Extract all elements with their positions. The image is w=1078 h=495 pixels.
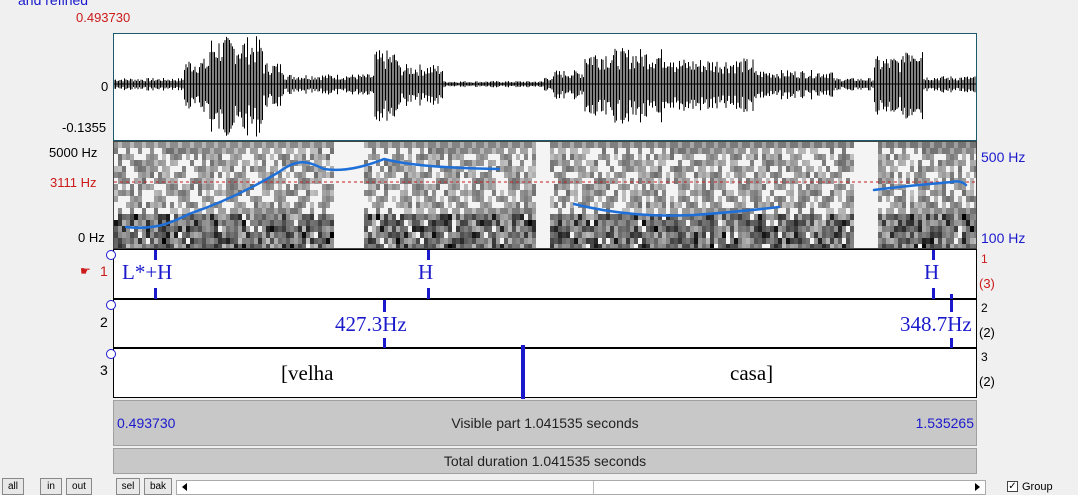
spectrogram-bottom-freq: 0 Hz [78, 230, 105, 245]
tier-1-boundary[interactable] [932, 250, 935, 260]
tier-1-boundary[interactable] [154, 250, 157, 260]
tier-2-circle-icon[interactable] [106, 300, 116, 310]
pitch-top-label: 500 Hz [981, 149, 1026, 165]
zoom-all-button[interactable]: all [2, 478, 24, 495]
tier-2-label: 427.3Hz [335, 312, 407, 336]
tier-2-right-count: (2) [979, 325, 995, 340]
tier-3-circle-icon[interactable] [106, 349, 116, 359]
tier-1-pointer-icon: ☛ [80, 264, 91, 278]
tier-2-right-number: 2 [981, 301, 988, 315]
tier-1-label: H [418, 260, 434, 284]
tier-1-boundary[interactable] [932, 288, 935, 300]
tier-1-number: 1 [100, 263, 108, 279]
tier-2[interactable]: 427.3Hz 348.7Hz [113, 299, 977, 349]
tier-2-number: 2 [100, 314, 108, 330]
tier-1-right-count: (3) [979, 276, 995, 291]
tier-3-right-number: 3 [981, 350, 988, 364]
zoom-out-button[interactable]: out [66, 478, 92, 495]
tier-1-boundary[interactable] [154, 288, 157, 300]
tier-1-boundary[interactable] [950, 294, 953, 300]
window-title-fragment: and refined [18, 0, 89, 8]
waveform-svg [114, 36, 976, 137]
visible-part-text: Visible part 1.041535 seconds [451, 415, 639, 431]
tier-3-label: casa] [730, 361, 774, 385]
pitch-bottom-label: 100 Hz [981, 230, 1026, 246]
tier-1-right-number: 1 [981, 252, 988, 266]
waveform-zero-label: 0 [101, 79, 109, 94]
waveform-panel[interactable] [113, 33, 977, 141]
visible-part-bar[interactable]: 0.493730 Visible part 1.041535 seconds 1… [113, 400, 977, 446]
spectrogram-svg [114, 142, 976, 248]
tier-3-right-count: (2) [979, 374, 995, 389]
tier-2-point[interactable] [950, 338, 953, 349]
spectrogram-cursor-freq: 3111 Hz [50, 175, 97, 190]
tier-1-boundary[interactable] [427, 288, 430, 300]
visible-end-time: 1.535265 [915, 415, 974, 431]
horizontal-scrollbar[interactable] [176, 480, 986, 495]
total-duration-text: Total duration 1.041535 seconds [443, 453, 647, 469]
cursor-time-label: 0.493730 [76, 10, 131, 25]
group-checkbox[interactable]: ✓ [1007, 481, 1018, 492]
tier-1-boundary[interactable] [427, 250, 430, 260]
group-label: Group [1022, 481, 1053, 493]
tier-2-label: 348.7Hz [900, 312, 972, 336]
tier-1-label: H [924, 260, 940, 284]
tier-3[interactable]: [velha casa] [113, 345, 977, 399]
total-duration-bar[interactable]: Total duration 1.041535 seconds [113, 448, 977, 474]
tier-2-point[interactable] [383, 300, 386, 312]
zoom-sel-button[interactable]: sel [116, 478, 140, 495]
spectrogram-top-freq: 5000 Hz [49, 145, 98, 160]
spectrogram-panel[interactable] [113, 141, 977, 249]
tier-3-label: [velha [281, 361, 334, 385]
scroll-thumb-divider [593, 481, 594, 494]
tier-2-point[interactable] [950, 300, 953, 312]
tier-3-boundary[interactable] [521, 345, 525, 399]
tier-1[interactable]: L*+H H H [113, 249, 977, 300]
tier-3-number: 3 [100, 362, 108, 378]
zoom-in-button[interactable]: in [40, 478, 62, 495]
zoom-back-button[interactable]: bak [144, 478, 172, 495]
scroll-right-arrow-icon[interactable] [975, 483, 980, 491]
waveform-min-label: -0.1355 [62, 120, 107, 135]
tier-1-label: L*+H [122, 260, 173, 284]
tier-2-point[interactable] [383, 338, 386, 349]
tier-1-circle-icon[interactable] [106, 250, 116, 260]
scroll-left-arrow-icon[interactable] [182, 483, 187, 491]
visible-start-time: 0.493730 [117, 415, 176, 431]
